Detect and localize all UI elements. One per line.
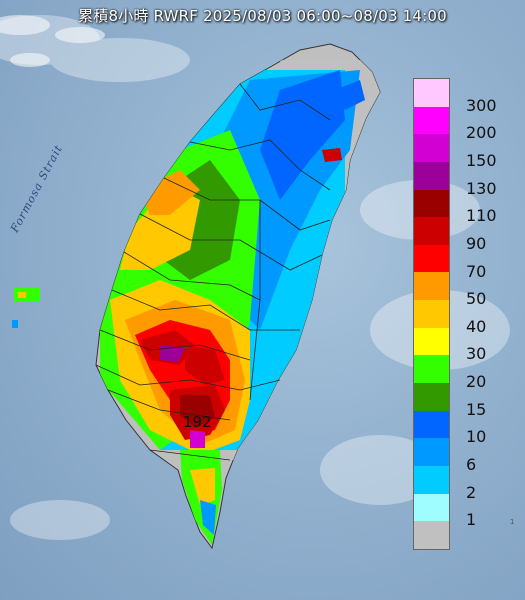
legend-label: 30	[466, 344, 487, 364]
map-title: 累積8小時 RWRF 2025/08/03 06:00~08/03 14:00	[78, 7, 447, 25]
legend-swatch	[414, 244, 449, 273]
legend-label: 150	[466, 150, 497, 170]
legend-swatch	[414, 106, 449, 135]
legend-swatch	[414, 327, 449, 356]
legend-swatch	[414, 134, 449, 162]
legend-label: 10	[466, 427, 487, 447]
legend-swatch	[414, 383, 449, 411]
legend-label: 1	[466, 510, 477, 530]
legend-label: 130	[466, 178, 497, 198]
legend-swatch	[414, 410, 449, 439]
legend-swatch	[414, 79, 449, 107]
rainfall-legend	[413, 78, 450, 550]
legend-swatch	[414, 189, 449, 218]
legend-label: 50	[466, 289, 487, 309]
legend-label: 70	[466, 261, 487, 281]
legend-swatch	[414, 493, 449, 522]
legend-label: 90	[466, 233, 487, 253]
edge-mark: 1	[510, 518, 515, 526]
county-boundaries	[95, 83, 331, 461]
legend-label: 40	[466, 316, 487, 336]
legend-label: 6	[466, 455, 477, 475]
legend-swatch	[414, 355, 449, 384]
legend-swatch	[414, 438, 449, 466]
legend-swatch	[414, 217, 449, 245]
legend-label: 110	[466, 206, 497, 226]
legend-swatch	[414, 465, 449, 494]
cloud-texture-bright	[0, 15, 105, 67]
legend-swatch	[414, 521, 449, 549]
legend-label: 2	[466, 482, 477, 502]
legend-label: 15	[466, 399, 487, 419]
peak-rainfall-label: 192	[183, 413, 212, 431]
legend-label: 300	[466, 95, 497, 115]
legend-swatch	[414, 161, 449, 190]
penghu-islands	[12, 288, 40, 328]
legend-label: 20	[466, 372, 487, 392]
legend-label: 200	[466, 123, 497, 143]
legend-swatch	[414, 272, 449, 301]
legend-swatch	[414, 300, 449, 328]
